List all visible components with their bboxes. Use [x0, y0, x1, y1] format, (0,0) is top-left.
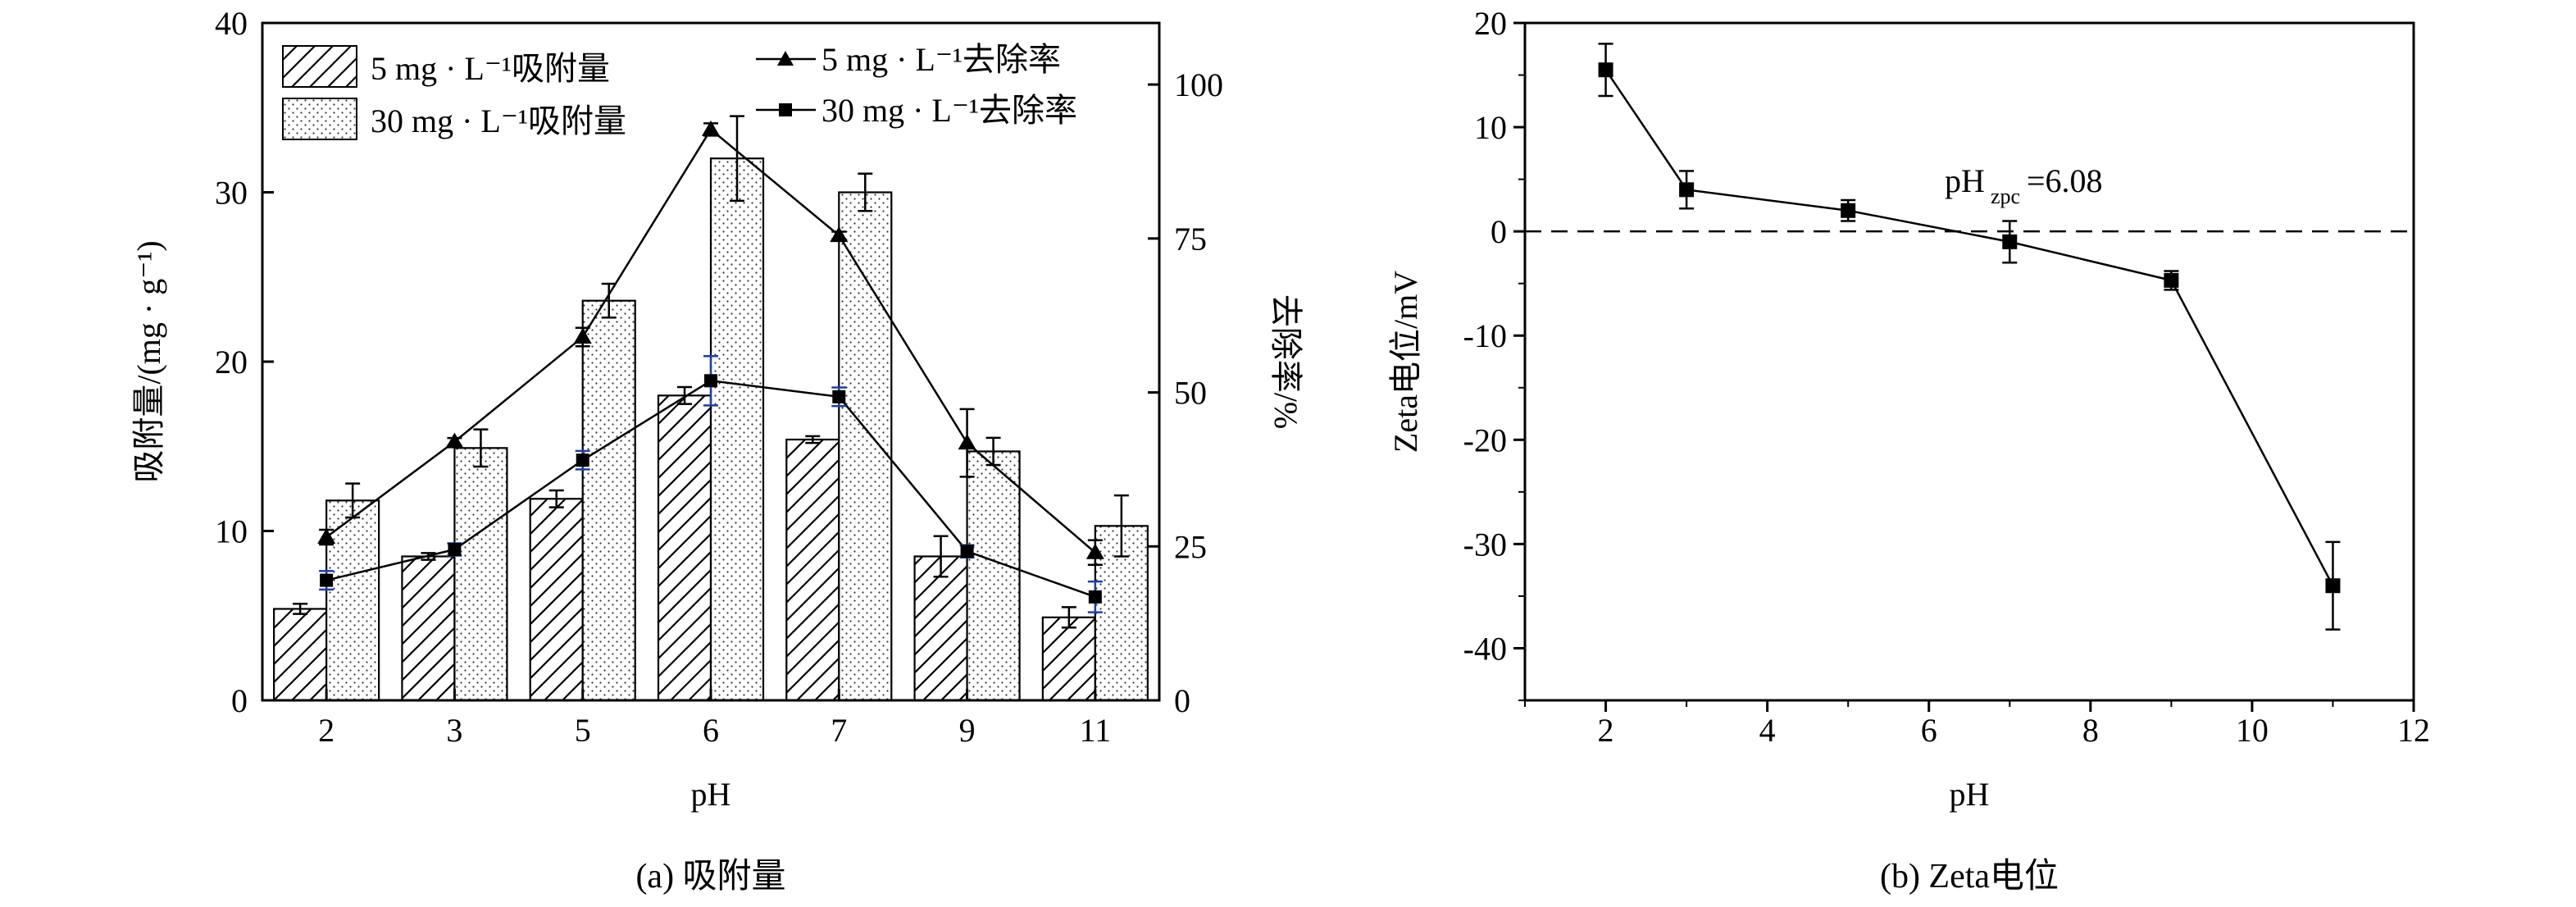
bar	[453, 447, 508, 702]
data-point	[1088, 590, 1102, 604]
y-tick-label-right: 50	[1174, 375, 1207, 412]
x-axis-label: pH	[1950, 776, 1990, 813]
line-series-group	[317, 120, 1104, 613]
axes-group: 0 10 20 30 40 0 25 50 75 100 2 3 5 6 7 9 11	[215, 5, 1223, 749]
plot-frame	[1523, 21, 2415, 702]
chart-caption: (b) Zeta电位	[1880, 857, 2059, 896]
series-line	[1604, 69, 2334, 586]
bar	[709, 157, 765, 702]
data-point	[830, 226, 849, 243]
x-axis-label: pH	[691, 776, 731, 813]
x-tick-label: 8	[2082, 712, 2099, 749]
y-tick-label: 10	[1474, 109, 1507, 146]
bar	[581, 299, 636, 702]
x-tick-label: 7	[831, 712, 847, 749]
y-tick-label-left: 30	[215, 175, 248, 212]
square-marker-icon	[779, 103, 792, 116]
x-tick-label: 10	[2236, 712, 2269, 749]
legend-label: 5 mg · L⁻¹去除率	[821, 41, 1061, 78]
bar	[657, 394, 712, 702]
bar	[273, 608, 328, 702]
zeta-series-group	[1525, 43, 2414, 631]
y-axis-label-right: 去除率/%	[1268, 294, 1304, 429]
chart-caption: (a) 吸附量	[635, 858, 785, 896]
legend-label: 30 mg · L⁻¹吸附量	[371, 103, 626, 139]
data-point	[448, 543, 462, 557]
x-tick-label: 5	[575, 712, 591, 749]
y-tick-label-right: 25	[1174, 528, 1207, 565]
data-point	[317, 528, 336, 545]
data-point	[958, 434, 976, 450]
y-tick-label-left: 0	[231, 682, 248, 719]
bar	[529, 498, 584, 702]
data-point	[2325, 578, 2341, 594]
legend-swatch-hatch	[282, 45, 357, 88]
bar	[913, 555, 968, 702]
data-point	[2002, 234, 2018, 249]
x-tick-label: 12	[2397, 712, 2430, 749]
legend-swatch-dots	[282, 98, 357, 140]
data-point	[1841, 203, 1856, 218]
x-tick-label: 4	[1759, 712, 1776, 749]
y-tick-label-right: 100	[1174, 66, 1223, 103]
y-tick-label-right: 0	[1174, 682, 1190, 719]
data-point	[576, 454, 589, 467]
y-tick-label: -30	[1463, 526, 1507, 563]
y-axis-label-left: 吸附量/(mg · g⁻¹)	[130, 240, 167, 482]
triangle-marker-icon	[777, 51, 794, 66]
bar	[401, 555, 456, 702]
y-tick-label: -10	[1463, 317, 1507, 354]
data-point	[1598, 62, 1613, 78]
pzc-annotation: pH zpc =6.08	[1945, 162, 2103, 208]
y-tick-label: -40	[1463, 630, 1507, 667]
data-point	[1679, 182, 1695, 198]
pzc-annotation-sub: zpc	[1991, 185, 2020, 208]
legend: 5 mg · L⁻¹吸附量 30 mg · L⁻¹吸附量 5 mg · L⁻¹去…	[282, 41, 1077, 140]
x-tick-label: 6	[703, 712, 719, 749]
data-point	[1085, 543, 1104, 559]
x-tick-label: 6	[1921, 712, 1937, 749]
axes-group: 2 4 6 8 10 12 20 10 0 -10 -20 -30 -40	[1463, 5, 2430, 749]
y-tick-label: -20	[1463, 422, 1507, 458]
y-tick-label-left: 10	[215, 513, 248, 550]
data-point	[704, 374, 717, 388]
legend-label: 30 mg · L⁻¹去除率	[821, 92, 1077, 129]
y-tick-label: 20	[1474, 5, 1507, 42]
bar	[838, 191, 893, 702]
x-tick-label: 9	[959, 712, 976, 749]
bar	[785, 438, 840, 702]
y-tick-label: 0	[1491, 213, 1507, 250]
data-point	[445, 432, 464, 449]
data-point	[960, 545, 974, 558]
data-point	[320, 573, 334, 587]
x-tick-label: 11	[1080, 712, 1112, 749]
x-tick-label: 3	[446, 712, 462, 749]
adsorption-chart: 0 10 20 30 40 0 25 50 75 100 2 3 5 6 7 9 11 pH 吸附量/(mg ·…	[130, 5, 1304, 896]
y-tick-label-left: 40	[215, 5, 248, 42]
data-point	[2164, 272, 2179, 288]
bar-series-group	[273, 115, 1149, 702]
bar	[1041, 616, 1096, 702]
x-tick-label: 2	[1598, 712, 1614, 749]
data-point	[573, 327, 592, 344]
data-point	[702, 120, 720, 136]
bar	[966, 450, 1021, 702]
y-tick-label-left: 20	[215, 344, 248, 381]
zeta-potential-chart: 2 4 6 8 10 12 20 10 0 -10 -20 -30 -40 pH Zeta电位/mV (…	[1387, 5, 2430, 896]
y-axis-label: Zeta电位/mV	[1387, 271, 1424, 453]
y-tick-label-right: 75	[1174, 221, 1207, 258]
pzc-annotation-main: pH	[1945, 162, 1985, 199]
data-point	[832, 390, 846, 403]
x-tick-label: 2	[318, 712, 335, 749]
legend-label: 5 mg · L⁻¹吸附量	[371, 50, 610, 87]
pzc-annotation-value: =6.08	[2027, 162, 2103, 199]
